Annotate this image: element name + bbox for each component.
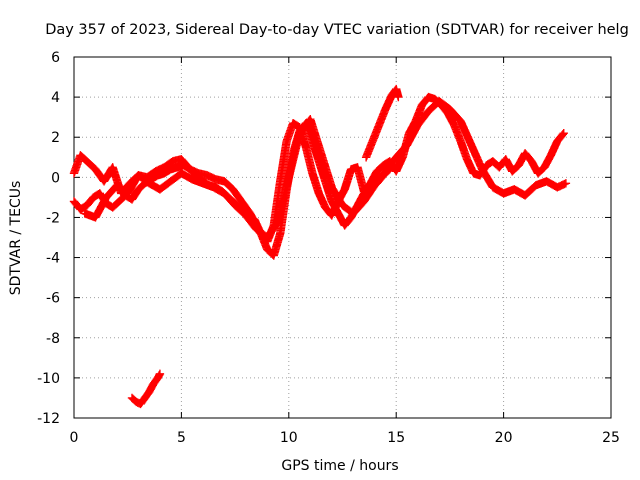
x-tick-label: 5: [177, 430, 186, 446]
series-arc-d: [361, 84, 403, 162]
y-tick-label: -10: [37, 371, 60, 387]
y-tick-label: 6: [51, 50, 60, 66]
y-tick-label: -6: [46, 291, 60, 307]
x-tick-label: 25: [602, 430, 620, 446]
plot-frame: [73, 56, 612, 419]
y-tick-label: -4: [46, 251, 60, 267]
y-tick-label: -8: [46, 331, 60, 347]
y-tick-label: -12: [37, 411, 60, 427]
y-tick-label: 2: [51, 130, 60, 146]
data-point-markers: [127, 369, 165, 409]
x-axis-title: GPS time / hours: [281, 458, 398, 474]
data-point-markers: [80, 96, 571, 242]
data-point-markers: [361, 84, 403, 162]
y-tick-label: 4: [51, 90, 60, 106]
series-arc-c: [80, 96, 571, 242]
y-tick-label: -2: [46, 210, 60, 226]
x-tick-label: 10: [280, 430, 298, 446]
x-tick-label: 0: [70, 430, 79, 446]
data-points: [69, 84, 571, 409]
y-tick-label: 0: [51, 170, 60, 186]
x-tick-label: 20: [495, 430, 513, 446]
x-tick-label: 15: [387, 430, 405, 446]
axis-ticks: 0 5 10 15 20 25 -12 -10 -8 -6 -4 -2 0 2 4 6: [37, 50, 620, 446]
chart-title: Day 357 of 2023, Sidereal Day-to-day VTE…: [45, 22, 629, 38]
data-point-markers: [69, 92, 568, 246]
y-axis-title: SDTVAR / TECUs: [8, 181, 24, 296]
series-arc-e: [127, 369, 165, 409]
grid-lines: [74, 57, 611, 418]
series-arc-a: [69, 92, 568, 246]
